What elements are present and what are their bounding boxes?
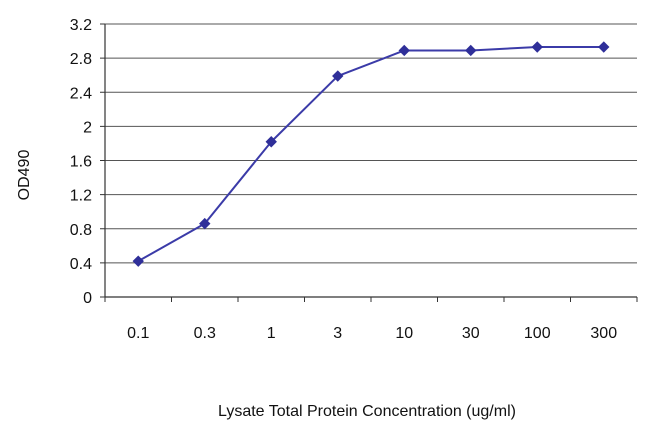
data-point — [265, 136, 277, 148]
y-tick-label: 0 — [83, 290, 92, 307]
x-tick-label: 10 — [395, 325, 413, 342]
data-point — [598, 41, 610, 53]
y-tick-label: 2 — [83, 119, 92, 136]
grid-lines — [105, 23, 637, 264]
y-tick-label: 0.8 — [70, 222, 92, 239]
y-tick-label: 0.4 — [70, 256, 92, 273]
data-series — [132, 41, 610, 267]
data-point — [199, 217, 211, 230]
x-tick-label: 1 — [267, 325, 276, 342]
x-tick-label: 0.1 — [127, 325, 149, 342]
y-axis-title: OD490 — [16, 150, 33, 201]
data-point — [531, 41, 543, 53]
y-tick-label: 1.2 — [70, 188, 92, 205]
x-axis-ticks: 0.1 0.3 1 3 10 30 100 300 — [104, 297, 638, 342]
x-tick-label: 30 — [462, 325, 480, 342]
x-tick-label: 0.3 — [194, 325, 216, 342]
x-tick-label: 3 — [333, 325, 342, 342]
y-axis-ticks: 0 0.4 0.8 1.2 1.6 2 2.4 2.8 3.2 — [70, 17, 105, 307]
y-tick-label: 2.8 — [70, 51, 92, 68]
data-point — [332, 70, 344, 82]
data-point — [398, 44, 410, 57]
x-tick-label: 300 — [590, 325, 617, 342]
y-tick-label: 2.4 — [70, 85, 92, 102]
data-point — [132, 255, 144, 267]
y-tick-label: 1.6 — [70, 154, 92, 171]
series-line-0 — [137, 46, 604, 263]
data-point — [465, 44, 477, 57]
y-tick-label: 3.2 — [70, 17, 92, 34]
x-tick-label: 100 — [524, 325, 551, 342]
x-axis-title: Lysate Total Protein Concentration (ug/m… — [218, 403, 516, 420]
